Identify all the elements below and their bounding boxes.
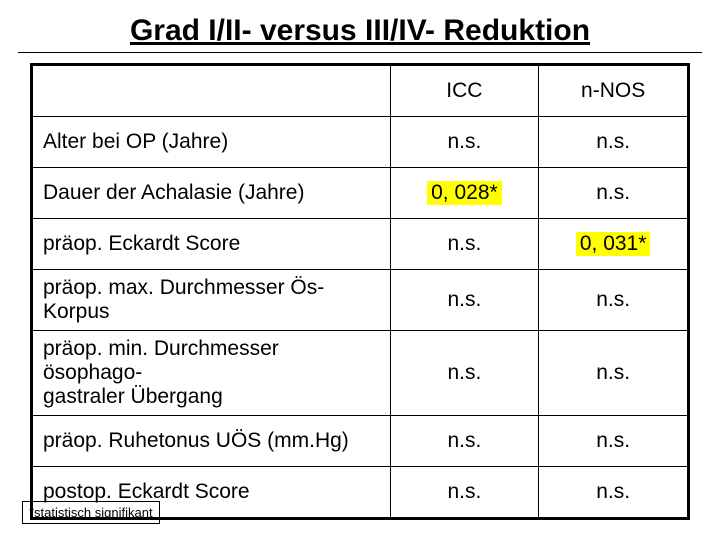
- cell-icc: n.s.: [390, 331, 539, 416]
- row-label: präop. min. Durchmesser ösophago-gastral…: [32, 331, 391, 416]
- table-row: präop. Eckardt Scoren.s. 0, 031*: [32, 219, 689, 270]
- table-row: präop. Ruhetonus UÖS (mm.Hg)n.s.n.s.: [32, 416, 689, 467]
- comparison-table: ICC n-NOS Alter bei OP (Jahre)n.s.n.s.Da…: [30, 63, 690, 520]
- footnote: *statistisch signifikant: [22, 501, 160, 524]
- row-label: präop. Eckardt Score: [32, 219, 391, 270]
- cell-nnos: n.s.: [539, 416, 689, 467]
- title-rule: [18, 52, 702, 53]
- table-row: präop. max. Durchmesser Ös-Korpusn.s.n.s…: [32, 270, 689, 331]
- slide: Grad I/II- versus III/IV- Reduktion ICC …: [0, 0, 720, 540]
- cell-icc: n.s.: [390, 467, 539, 519]
- cell-nnos: n.s.: [539, 467, 689, 519]
- cell-icc: n.s.: [390, 416, 539, 467]
- slide-title: Grad I/II- versus III/IV- Reduktion: [0, 0, 720, 52]
- header-col2: n-NOS: [539, 65, 689, 117]
- highlighted-value: 0, 031*: [576, 232, 651, 256]
- table-row: Dauer der Achalasie (Jahre) 0, 028* n.s.: [32, 168, 689, 219]
- cell-nnos: n.s.: [539, 270, 689, 331]
- table-header-row: ICC n-NOS: [32, 65, 689, 117]
- cell-nnos: 0, 031*: [539, 219, 689, 270]
- cell-icc: 0, 028*: [390, 168, 539, 219]
- cell-nnos: n.s.: [539, 331, 689, 416]
- row-label: präop. Ruhetonus UÖS (mm.Hg): [32, 416, 391, 467]
- cell-icc: n.s.: [390, 219, 539, 270]
- header-blank: [32, 65, 391, 117]
- row-label: Dauer der Achalasie (Jahre): [32, 168, 391, 219]
- header-col1: ICC: [390, 65, 539, 117]
- row-label: präop. max. Durchmesser Ös-Korpus: [32, 270, 391, 331]
- highlighted-value: 0, 028*: [427, 181, 502, 205]
- cell-nnos: n.s.: [539, 117, 689, 168]
- table-row: Alter bei OP (Jahre)n.s.n.s.: [32, 117, 689, 168]
- cell-icc: n.s.: [390, 270, 539, 331]
- table-row: präop. min. Durchmesser ösophago-gastral…: [32, 331, 689, 416]
- row-label: Alter bei OP (Jahre): [32, 117, 391, 168]
- cell-icc: n.s.: [390, 117, 539, 168]
- cell-nnos: n.s.: [539, 168, 689, 219]
